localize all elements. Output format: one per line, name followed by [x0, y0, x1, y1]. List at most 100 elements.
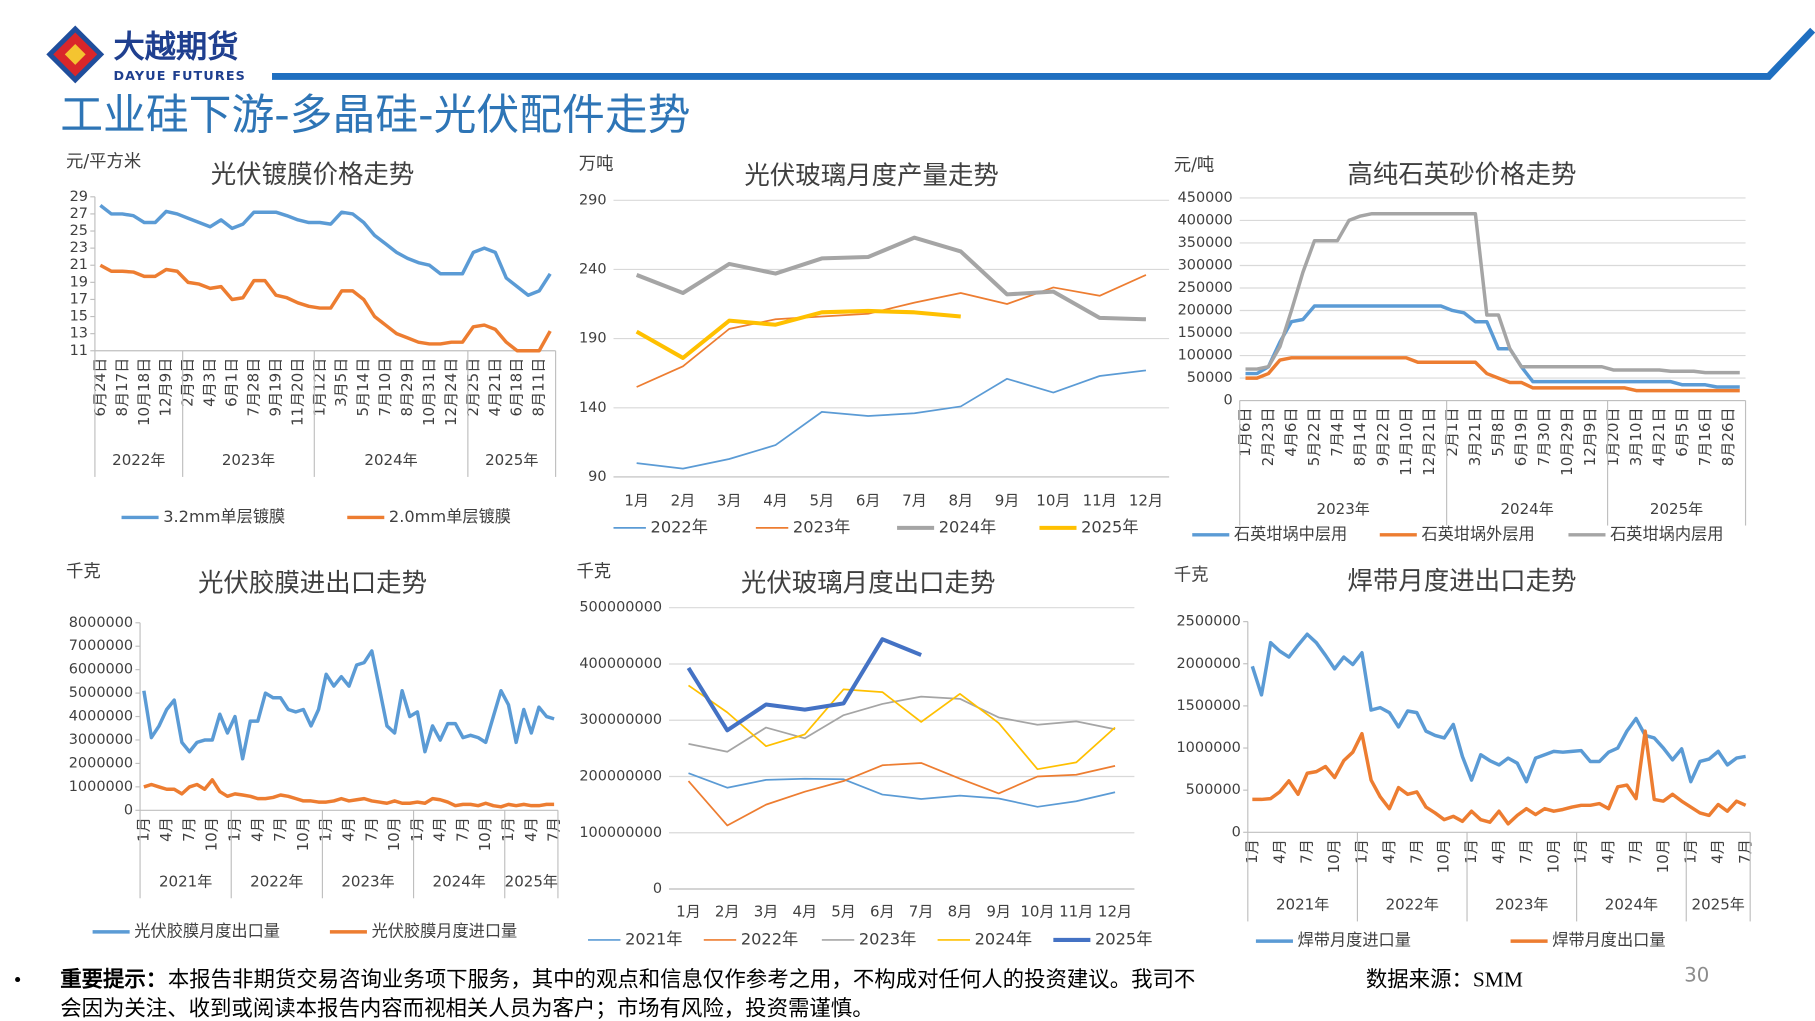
- x-tick-label: 1月: [1462, 839, 1480, 864]
- x-tick-label: 7月: [362, 817, 380, 842]
- x-tick-label: 3月: [717, 492, 742, 510]
- x-tick-label: 4月: [1270, 839, 1288, 864]
- legend-label: 2022年: [741, 929, 798, 948]
- x-tick-label: 2月9日: [179, 358, 197, 407]
- x-tick-label: 1月6日: [1236, 407, 1254, 456]
- x-tick-label: 1月: [226, 817, 244, 842]
- x-tick-label: 4月: [1489, 839, 1507, 864]
- y-tick-label: 6000000: [69, 662, 133, 678]
- x-tick-label: 4月: [1380, 839, 1398, 864]
- x-tick-label: 12月9日: [157, 358, 175, 417]
- x-tick-label: 2月: [671, 492, 696, 510]
- x-tick-label: 1月: [1352, 839, 1370, 864]
- y-tick-label: 300000: [1178, 257, 1233, 273]
- y-tick-label: 2500000: [1176, 614, 1240, 630]
- legend-label: 石英坩埚外层用: [1421, 524, 1534, 543]
- x-tick-label: 9月: [986, 903, 1011, 921]
- x-group-label: 2022年: [1386, 896, 1439, 914]
- y-tick-label: 17: [70, 291, 88, 307]
- x-tick-label: 8月: [948, 492, 973, 510]
- series-line: [99, 204, 552, 297]
- legend-label: 石英坩埚中层用: [1234, 524, 1347, 543]
- y-tick-label: 1000000: [1176, 740, 1240, 756]
- x-tick-label: 8月14日: [1351, 407, 1369, 466]
- series-line: [688, 684, 1116, 771]
- y-tick-label: 400000: [1178, 212, 1233, 228]
- x-group-label: 2023年: [341, 873, 394, 891]
- x-tick-label: 12月24日: [442, 358, 460, 426]
- x-tick-label: 11月: [1083, 492, 1117, 510]
- x-tick-label: 4月: [431, 817, 449, 842]
- y-tick-label: 0: [653, 881, 662, 897]
- x-group-label: 2022年: [250, 873, 303, 891]
- x-tick-label: 4月: [763, 492, 788, 510]
- notice-text: 本报告非期货交易咨询业务项下服务，其中的观点和信息仅作参考之用，不构成对任何人的…: [168, 968, 1196, 992]
- series-line: [688, 772, 1116, 808]
- legend-label: 2022年: [651, 517, 708, 536]
- x-tick-label: 4月: [157, 817, 175, 842]
- x-tick-label: 10月: [294, 817, 312, 851]
- x-tick-label: 1月: [317, 817, 335, 842]
- x-tick-label: 2月1日: [1443, 407, 1461, 456]
- y-tick-label: 29: [70, 189, 88, 205]
- bullet: •: [14, 968, 22, 992]
- series-line: [143, 778, 555, 809]
- x-tick-label: 1月: [676, 903, 701, 921]
- y-tick-label: 250000: [1178, 280, 1233, 296]
- x-tick-label: 7月: [1517, 839, 1535, 864]
- y-tick-label: 300000000: [579, 712, 662, 728]
- legend-label: 2.0mm单层镀膜: [389, 507, 511, 526]
- legend-label: 2021年: [625, 929, 682, 948]
- x-tick-label: 4月: [792, 903, 817, 921]
- x-tick-label: 7月4日: [1328, 407, 1346, 456]
- x-tick-label: 7月10日: [376, 358, 394, 417]
- x-tick-label: 4月: [522, 817, 540, 842]
- x-tick-label: 8月29日: [398, 358, 416, 417]
- y-tick-label: 2000000: [69, 755, 133, 771]
- x-group-label: 2022年: [112, 451, 165, 469]
- legend-label: 焊带月度出口量: [1552, 931, 1665, 950]
- y-tick-label: 3000000: [69, 732, 133, 748]
- x-group-label: 2021年: [1276, 896, 1329, 914]
- legend-label: 2025年: [1095, 929, 1152, 948]
- x-tick-label: 1月: [134, 817, 152, 842]
- x-tick-label: 7月: [902, 492, 927, 510]
- header-rule: [272, 27, 1815, 80]
- y-tick-label: 25: [70, 223, 88, 239]
- x-tick-label: 4月: [339, 817, 357, 842]
- y-tick-label: 190: [579, 331, 607, 347]
- x-tick-label: 2月23日: [1259, 407, 1277, 466]
- x-tick-label: 1月: [1572, 839, 1590, 864]
- legend-label: 石英坩埚内层用: [1610, 524, 1723, 543]
- y-tick-label: 11: [70, 343, 88, 359]
- x-tick-label: 9月22日: [1374, 407, 1392, 466]
- x-group-label: 2025年: [1692, 896, 1745, 914]
- x-tick-label: 11月: [1059, 903, 1093, 921]
- x-tick-label: 7月30日: [1535, 407, 1553, 466]
- x-tick-label: 3月5日: [332, 358, 350, 407]
- y-tick-label: 350000: [1178, 235, 1233, 251]
- y-tick-label: 500000000: [579, 600, 662, 616]
- y-tick-label: 27: [70, 206, 88, 222]
- x-group-label: 2024年: [1605, 896, 1658, 914]
- series-line: [636, 274, 1147, 388]
- x-tick-label: 10月: [1325, 839, 1343, 873]
- x-group-label: 2024年: [1500, 500, 1553, 518]
- x-tick-label: 5月22日: [1305, 407, 1323, 466]
- y-tick-label: 100000: [1178, 348, 1233, 364]
- x-tick-label: 6月24日: [91, 358, 109, 417]
- x-tick-label: 4月21日: [486, 358, 504, 417]
- page-number: 30: [1684, 963, 1709, 986]
- x-tick-label: 6月18日: [508, 358, 526, 417]
- x-tick-label: 6月19日: [1512, 407, 1530, 466]
- legend-label: 2023年: [859, 929, 916, 948]
- x-tick-label: 11月20日: [288, 358, 306, 426]
- x-tick-label: 10月: [1544, 839, 1562, 873]
- series-line: [99, 263, 552, 353]
- legend-label: 光伏胶膜月度出口量: [134, 921, 280, 940]
- x-tick-label: 10月: [385, 817, 403, 851]
- x-tick-label: 11月10日: [1397, 407, 1415, 475]
- x-tick-label: 3月: [754, 903, 779, 921]
- legend-label: 2024年: [939, 517, 996, 536]
- series-line: [1245, 211, 1740, 375]
